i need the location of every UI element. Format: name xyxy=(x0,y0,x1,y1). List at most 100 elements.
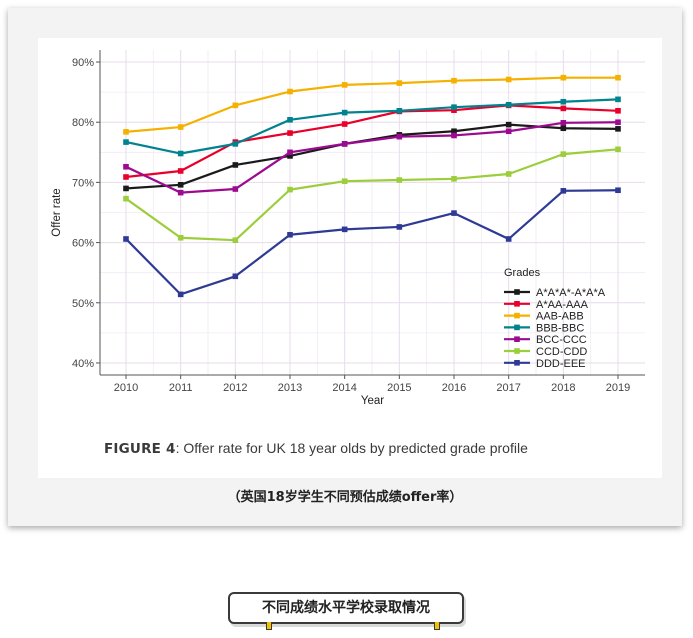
data-point xyxy=(396,133,403,140)
data-point xyxy=(177,182,184,188)
series-line xyxy=(125,104,619,179)
data-point xyxy=(615,96,621,103)
series-line xyxy=(125,98,619,155)
data-point xyxy=(451,132,457,139)
chinese-caption: （英国18岁学生不同预估成绩offer率） xyxy=(227,490,463,505)
x-tick-label: 2015 xyxy=(387,382,411,394)
data-point xyxy=(341,121,348,127)
data-point xyxy=(287,153,293,159)
data-point xyxy=(123,174,129,180)
data-point xyxy=(287,130,293,136)
legend-label: BBB-BBC xyxy=(536,322,584,334)
data-point xyxy=(287,117,293,123)
data-point xyxy=(396,224,403,230)
legend-title: Grades xyxy=(504,267,541,279)
x-tick-label: 2012 xyxy=(223,382,247,394)
data-point xyxy=(560,98,567,105)
legend-label: A*A*A*-A*A*A xyxy=(536,287,606,299)
y-tick-label: 80% xyxy=(72,117,94,129)
x-tick-label: 2013 xyxy=(278,382,302,394)
data-point xyxy=(123,139,129,145)
legend-label: DDD-EEE xyxy=(536,358,586,370)
data-point xyxy=(123,195,129,202)
data-point xyxy=(451,210,457,216)
data-point xyxy=(341,226,348,233)
data-point xyxy=(560,74,567,81)
data-point xyxy=(451,104,457,110)
data-point xyxy=(505,171,512,177)
data-point xyxy=(560,188,567,194)
y-tick-label: 60% xyxy=(72,238,94,250)
y-tick-label: 70% xyxy=(72,177,94,189)
data-point xyxy=(505,101,512,108)
legend-swatch-marker xyxy=(514,348,520,354)
y-tick-label: 90% xyxy=(72,57,94,69)
data-point xyxy=(505,76,512,83)
data-point xyxy=(615,187,621,194)
data-point xyxy=(615,146,621,153)
legend-swatch-marker xyxy=(514,324,520,331)
legend-label: AAB-ABB xyxy=(536,311,584,323)
x-tick-label: 2014 xyxy=(332,382,356,394)
y-tick-label: 40% xyxy=(72,358,94,370)
data-point xyxy=(287,231,293,238)
legend-swatch-marker xyxy=(514,289,520,295)
data-point xyxy=(560,151,567,157)
data-point xyxy=(341,109,348,116)
data-point xyxy=(232,186,239,192)
section-title-box: 不同成绩水平学校录取情况 xyxy=(228,592,464,630)
data-point xyxy=(615,74,621,81)
series-line xyxy=(125,189,619,296)
data-point xyxy=(177,124,184,130)
data-point xyxy=(341,141,348,147)
legend-label: BCC-CCC xyxy=(536,334,587,346)
data-point xyxy=(123,129,129,135)
x-tick-label: 2018 xyxy=(551,382,575,394)
data-point xyxy=(177,150,184,157)
data-point xyxy=(560,120,567,126)
data-point xyxy=(396,177,403,183)
data-point xyxy=(177,189,184,196)
data-point xyxy=(177,168,184,174)
chart-panel: 40% 50% 60% 70% 80% 90% 2010 2011 2012 2013 2014 20… xyxy=(38,38,662,478)
legend-label: A*AA-AAA xyxy=(536,299,589,311)
data-point xyxy=(123,236,129,242)
data-point xyxy=(560,105,567,112)
data-point xyxy=(232,237,239,243)
legend-swatch-marker xyxy=(514,336,520,342)
figure-label: FIGURE 4 xyxy=(104,441,176,457)
data-point xyxy=(123,163,129,170)
data-point xyxy=(505,236,512,242)
data-point xyxy=(341,82,348,88)
title-tab-right xyxy=(434,622,440,630)
series-line xyxy=(125,121,619,194)
data-point xyxy=(287,88,293,95)
x-axis-title: Year xyxy=(361,395,384,407)
data-point xyxy=(232,162,239,168)
data-point xyxy=(232,273,239,280)
data-point xyxy=(615,126,621,132)
data-point xyxy=(396,80,403,86)
data-point xyxy=(396,107,403,114)
y-tick-label: 50% xyxy=(72,298,94,310)
legend-swatch-marker xyxy=(514,360,520,366)
series-line xyxy=(125,148,619,242)
chart-card: 40% 50% 60% 70% 80% 90% 2010 2011 2012 2013 2014 20… xyxy=(8,8,682,526)
data-point xyxy=(505,128,512,135)
data-point xyxy=(451,77,457,84)
data-point xyxy=(505,121,512,128)
data-point xyxy=(287,186,293,193)
figure-caption-text: : Offer rate for UK 18 year olds by pred… xyxy=(175,440,528,456)
x-tick-label: 2011 xyxy=(169,382,193,394)
data-point xyxy=(177,234,184,241)
legend-swatch-marker xyxy=(514,301,520,307)
offer-rate-chart: 40% 50% 60% 70% 80% 90% 2010 2011 2012 2013 2014 20… xyxy=(51,50,645,407)
legend-label: CCD-CDD xyxy=(536,346,587,358)
data-point xyxy=(451,107,457,113)
data-point xyxy=(341,178,348,185)
x-tick-label: 2017 xyxy=(496,382,520,394)
data-point xyxy=(287,149,293,156)
data-point xyxy=(177,291,184,298)
series-line xyxy=(125,76,618,133)
section-title-text: 不同成绩水平学校录取情况 xyxy=(262,600,430,616)
